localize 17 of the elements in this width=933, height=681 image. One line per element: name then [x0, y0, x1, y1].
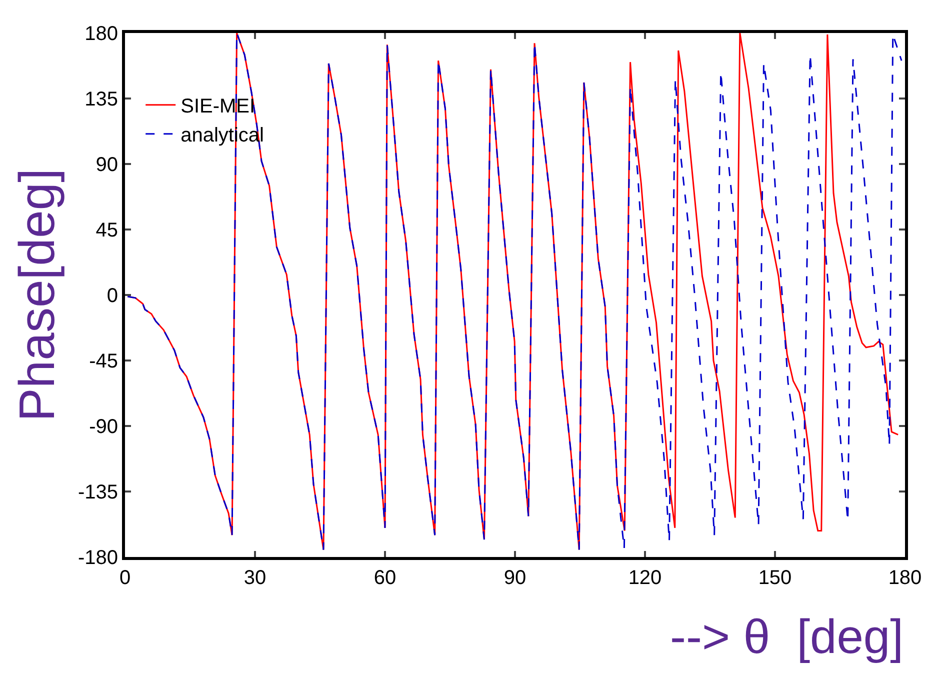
y-tick-label: 0: [106, 285, 118, 307]
y-tick-label: 90: [96, 154, 118, 176]
x-axis-title: --> θ [deg]: [670, 611, 904, 664]
y-tick-label: -180: [78, 547, 118, 569]
y-axis-title: Phase[deg]: [8, 168, 65, 422]
y-tick-label: 45: [96, 220, 118, 242]
y-tick-label: -135: [78, 482, 118, 504]
x-tick-label: 150: [758, 567, 792, 589]
x-tick-label: 120: [628, 567, 662, 589]
y-tick-label: 180: [84, 23, 118, 45]
y-tick-label: 135: [84, 88, 118, 110]
x-tick-label: 30: [244, 567, 266, 589]
y-tick-label: -90: [89, 416, 118, 438]
x-tick-label: 60: [374, 567, 396, 589]
y-tick-label: -45: [89, 350, 118, 372]
x-tick-label: 180: [888, 567, 922, 589]
x-tick-label: 90: [504, 567, 526, 589]
